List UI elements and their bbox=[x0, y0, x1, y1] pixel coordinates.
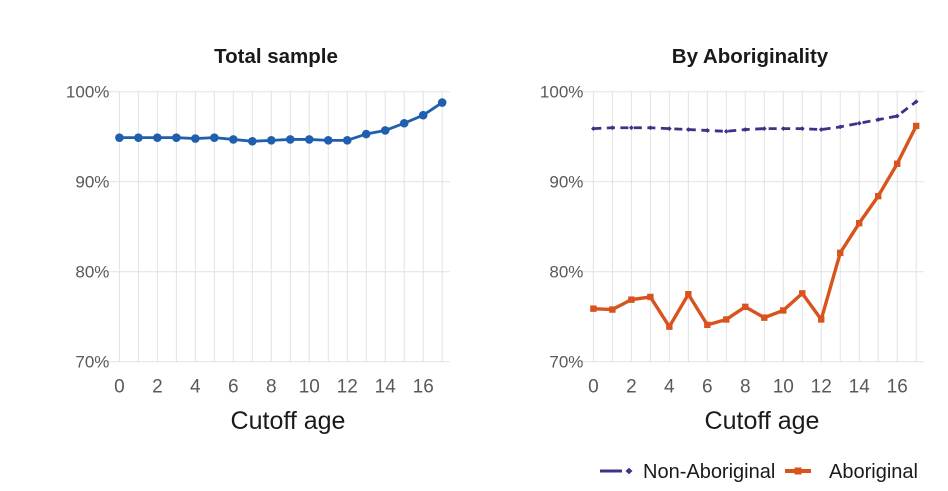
svg-text:4: 4 bbox=[190, 376, 201, 397]
svg-text:90%: 90% bbox=[549, 172, 583, 191]
svg-text:80%: 80% bbox=[75, 262, 109, 281]
svg-text:By Aboriginality: By Aboriginality bbox=[672, 45, 829, 68]
svg-text:Non-Aboriginal: Non-Aboriginal bbox=[643, 461, 775, 483]
svg-text:80%: 80% bbox=[549, 262, 583, 281]
svg-text:100%: 100% bbox=[540, 82, 583, 101]
svg-text:12: 12 bbox=[811, 376, 832, 397]
svg-text:8: 8 bbox=[740, 376, 751, 397]
svg-text:100%: 100% bbox=[66, 82, 109, 101]
svg-text:70%: 70% bbox=[549, 352, 583, 371]
svg-text:16: 16 bbox=[413, 376, 434, 397]
svg-text:0: 0 bbox=[114, 376, 125, 397]
svg-text:Total sample: Total sample bbox=[214, 45, 338, 68]
svg-text:10: 10 bbox=[299, 376, 320, 397]
svg-text:70%: 70% bbox=[75, 352, 109, 371]
svg-text:2: 2 bbox=[626, 376, 637, 397]
svg-text:Cutoff age: Cutoff age bbox=[231, 407, 346, 435]
svg-text:6: 6 bbox=[702, 376, 713, 397]
svg-text:6: 6 bbox=[228, 376, 239, 397]
svg-text:0: 0 bbox=[588, 376, 599, 397]
svg-text:14: 14 bbox=[375, 376, 397, 397]
svg-text:14: 14 bbox=[849, 376, 871, 397]
svg-text:Aboriginal: Aboriginal bbox=[829, 461, 918, 483]
svg-text:12: 12 bbox=[337, 376, 358, 397]
svg-text:16: 16 bbox=[887, 376, 908, 397]
svg-text:8: 8 bbox=[266, 376, 277, 397]
svg-text:4: 4 bbox=[664, 376, 675, 397]
svg-text:90%: 90% bbox=[75, 172, 109, 191]
svg-text:2: 2 bbox=[152, 376, 163, 397]
svg-text:10: 10 bbox=[773, 376, 794, 397]
svg-text:Cutoff age: Cutoff age bbox=[705, 407, 820, 435]
